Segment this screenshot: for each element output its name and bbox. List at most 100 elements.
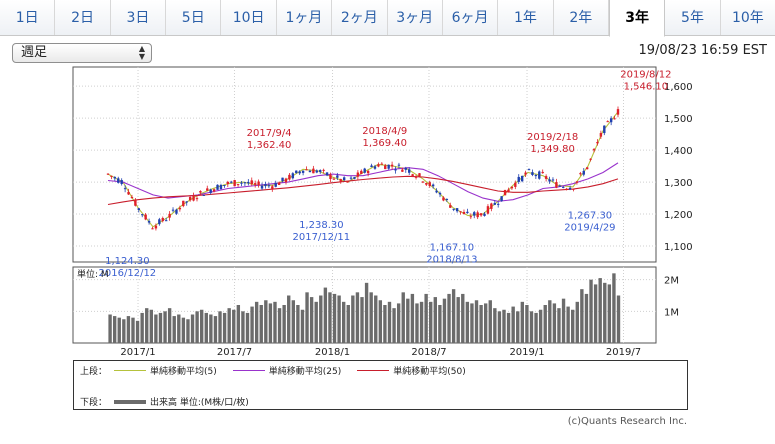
candle-body bbox=[185, 201, 188, 203]
candle-body bbox=[500, 196, 503, 202]
candle-body bbox=[575, 181, 579, 183]
low-annotation-value: 1,238.30 bbox=[299, 220, 344, 231]
tab-6-months[interactable]: 6ヶ月 bbox=[442, 0, 499, 35]
volume-bar bbox=[305, 292, 309, 343]
candle-body bbox=[599, 133, 603, 137]
timestamp: 19/08/23 16:59 EST bbox=[638, 43, 767, 58]
candle-body bbox=[538, 171, 541, 179]
candle-body bbox=[301, 170, 305, 173]
candle-body bbox=[192, 195, 195, 201]
volume-bar bbox=[451, 289, 456, 343]
candle-body bbox=[253, 183, 257, 185]
tab-2-days[interactable]: 2日 bbox=[55, 0, 111, 35]
tab-3-days[interactable]: 3日 bbox=[110, 0, 167, 35]
candle-body bbox=[298, 171, 301, 174]
tab-1-day[interactable]: 1日 bbox=[0, 0, 56, 35]
candle-body bbox=[408, 169, 411, 173]
volume-panel: 2017/1 2017/7 2018/1 2018/7 2019/1 2019/7 2M 1M… bbox=[72, 266, 679, 358]
candle-body bbox=[250, 180, 253, 185]
candle-body bbox=[452, 208, 455, 210]
candle-body bbox=[161, 217, 164, 222]
tab-5-days[interactable]: 5日 bbox=[166, 0, 222, 35]
candle-body bbox=[397, 164, 401, 166]
tab-1-year[interactable]: 1年 bbox=[498, 0, 554, 35]
volume-bar bbox=[250, 306, 254, 343]
tab-2-months[interactable]: 2ヶ月 bbox=[332, 0, 388, 35]
candle-body bbox=[473, 212, 476, 216]
candle-body bbox=[202, 194, 206, 196]
price-y-tick: 1,200 bbox=[664, 210, 693, 221]
volume-bar bbox=[415, 303, 419, 343]
volume-bar bbox=[117, 317, 121, 343]
stock-chart: 1,6001,5001,4001,3001,2001,1001,124.3020… bbox=[72, 66, 693, 358]
volume-bar bbox=[607, 284, 612, 343]
volume-bar bbox=[566, 306, 570, 343]
legend-item-volume: 出来高 単位:(M株/口/枚) bbox=[114, 395, 249, 408]
candle-body bbox=[329, 174, 332, 180]
candle-body bbox=[514, 182, 517, 187]
volume-bar bbox=[461, 293, 465, 343]
volume-bar bbox=[406, 298, 410, 343]
volume-bar bbox=[374, 295, 378, 343]
tab-5-years[interactable]: 5年 bbox=[665, 0, 721, 35]
volume-bar bbox=[332, 293, 337, 343]
candle-body bbox=[414, 176, 418, 178]
candle-body bbox=[223, 185, 226, 187]
volume-bar bbox=[227, 308, 231, 343]
candle-body bbox=[312, 168, 315, 174]
copyright-credit: (c)Quants Research Inc. bbox=[567, 416, 687, 427]
legend-item-ma50: 単純移動平均(50) bbox=[357, 364, 466, 377]
volume-bar bbox=[580, 289, 584, 343]
volume-bar bbox=[529, 311, 534, 343]
legend-lower-label: 下段： bbox=[80, 398, 108, 408]
volume-bar bbox=[598, 278, 602, 343]
volume-bar bbox=[548, 300, 552, 343]
candle-body bbox=[226, 181, 229, 185]
candle-body bbox=[486, 206, 490, 214]
candle-body bbox=[517, 176, 520, 182]
volume-bar bbox=[378, 300, 383, 343]
candle-body bbox=[209, 189, 212, 193]
tab-10-days[interactable]: 10日 bbox=[221, 0, 277, 35]
tab-3-months[interactable]: 3ヶ月 bbox=[387, 0, 443, 35]
volume-bar bbox=[149, 309, 154, 343]
candle-body bbox=[356, 172, 360, 177]
price-y-tick: 1,500 bbox=[664, 114, 693, 125]
tab-10-years[interactable]: 10年 bbox=[720, 0, 775, 35]
price-y-tick: 1,400 bbox=[664, 146, 693, 157]
candle-body bbox=[284, 178, 288, 183]
volume-bar bbox=[218, 311, 222, 343]
volume-bar bbox=[429, 301, 433, 343]
candle-body bbox=[438, 192, 442, 195]
volume-bar bbox=[470, 303, 474, 343]
price-panel: 1,6001,5001,4001,3001,2001,1001,124.3020… bbox=[72, 66, 693, 279]
candle-body bbox=[435, 190, 438, 193]
candle-body bbox=[212, 189, 216, 192]
candle-body bbox=[507, 189, 510, 193]
volume-bar bbox=[209, 314, 213, 343]
x-axis-tick: 2019/7 bbox=[606, 347, 641, 358]
volume-bar bbox=[291, 300, 295, 343]
candle-body bbox=[544, 176, 548, 179]
tab-3-years[interactable]: 3年 bbox=[608, 0, 666, 37]
candle-body bbox=[490, 203, 493, 209]
price-panel-frame bbox=[72, 66, 657, 263]
volume-bar bbox=[131, 317, 135, 343]
volume-bar bbox=[309, 297, 314, 343]
legend-upper-row: 上段： 単純移動平均(5) 単純移動平均(25) 単純移動平均(50) bbox=[80, 364, 482, 377]
volume-bar bbox=[122, 319, 126, 343]
tab-1-month[interactable]: 1ヶ月 bbox=[276, 0, 333, 35]
volume-y-tick: 1M bbox=[664, 307, 679, 318]
candle-period-select[interactable]: 週足 ▲ ▼ bbox=[12, 43, 152, 63]
candle-body bbox=[377, 164, 380, 167]
volume-bar bbox=[474, 300, 479, 343]
candle-body bbox=[305, 169, 308, 171]
volume-bar bbox=[200, 309, 204, 343]
volume-bar bbox=[241, 311, 245, 343]
tab-2-years[interactable]: 2年 bbox=[553, 0, 609, 35]
candle-body bbox=[127, 191, 130, 195]
candle-body bbox=[216, 184, 219, 190]
candle-body bbox=[384, 165, 387, 170]
volume-bar bbox=[497, 311, 502, 343]
low-annotation-date: 2019/4/29 bbox=[564, 223, 615, 234]
